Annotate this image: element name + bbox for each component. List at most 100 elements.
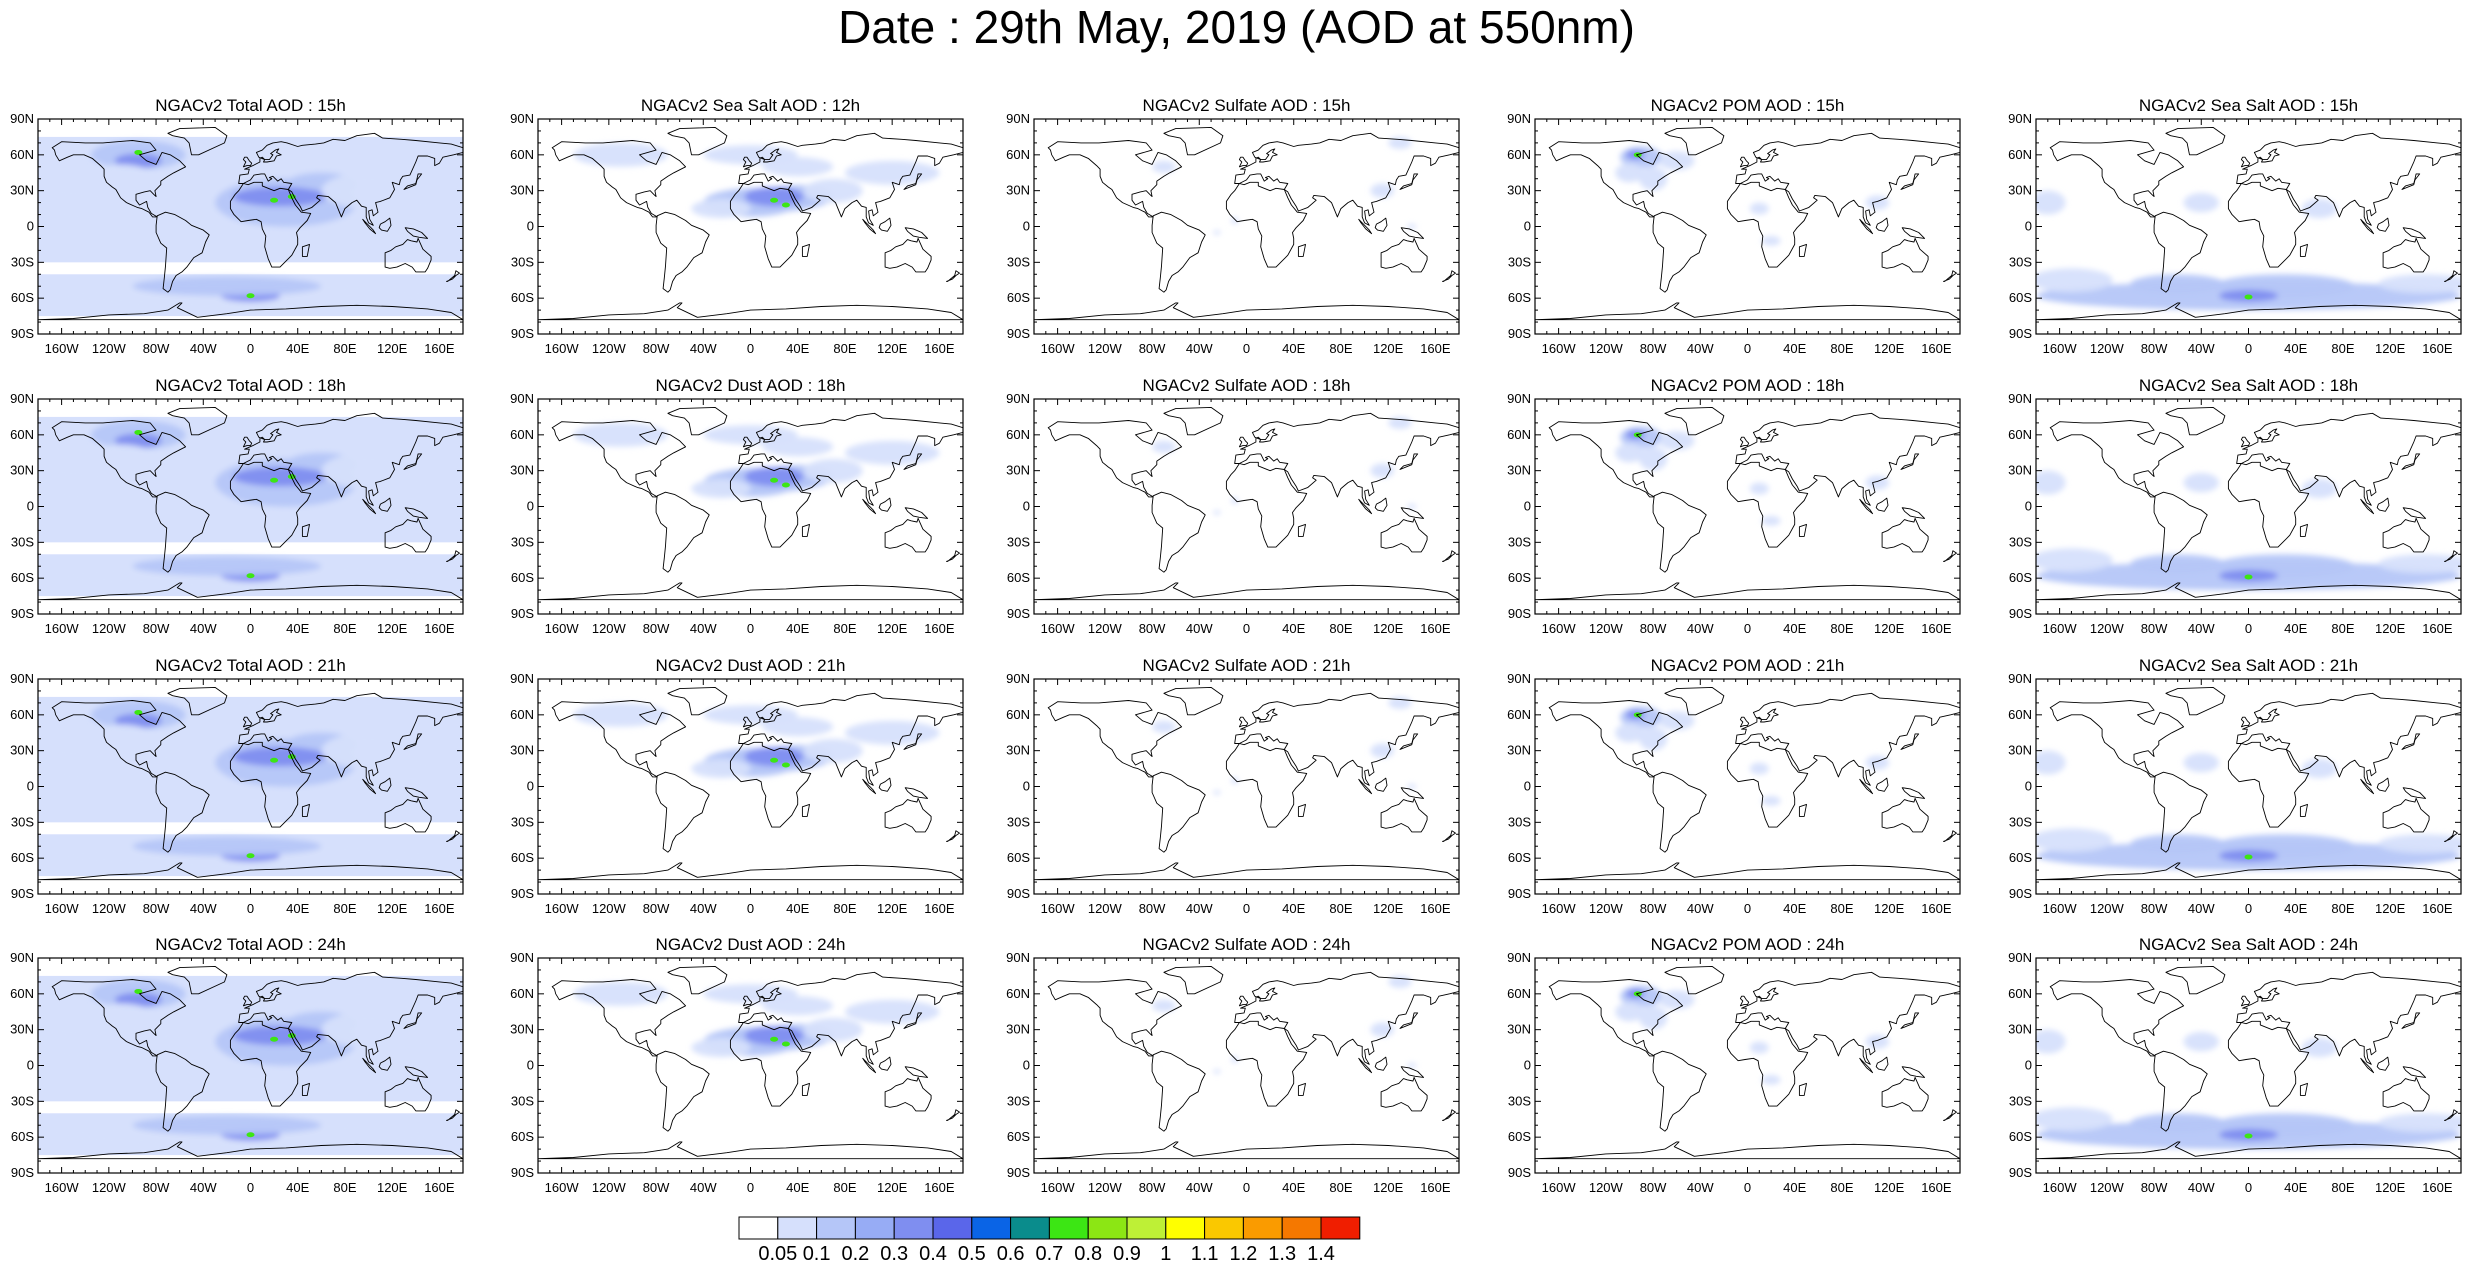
- colorbar-swatch: [1242, 1216, 1283, 1240]
- lon-label: 40W: [1186, 341, 1213, 356]
- lon-label: 160W: [1542, 1180, 1577, 1195]
- lat-label: 90S: [11, 886, 34, 901]
- lat-label: 30S: [511, 814, 534, 829]
- coastlines: [38, 686, 463, 881]
- panel-title: NGACv2 Sulfate AOD : 18h: [1143, 376, 1351, 395]
- lon-label: 120E: [1874, 901, 1905, 916]
- lon-label: 40E: [286, 341, 309, 356]
- lon-label: 120W: [1589, 341, 1624, 356]
- coastlines: [2036, 686, 2461, 881]
- colorbar-swatch: [971, 1216, 1012, 1240]
- aod-field: [2036, 1029, 2461, 1150]
- lon-label: 160E: [1420, 901, 1451, 916]
- colorbar-label: 0.05: [758, 1243, 797, 1261]
- lon-label: 0: [1243, 621, 1250, 636]
- lon-label: 80W: [143, 901, 170, 916]
- panel-title: NGACv2 Sulfate AOD : 15h: [1143, 96, 1351, 115]
- lon-label: 40W: [190, 1180, 217, 1195]
- coastlines: [538, 406, 963, 601]
- panel-title: NGACv2 POM AOD : 21h: [1651, 656, 1845, 675]
- lon-label: 80W: [1139, 621, 1166, 636]
- lat-label: 0: [1524, 219, 1531, 234]
- lon-label: 80E: [333, 1180, 356, 1195]
- lat-label: 60N: [1006, 707, 1030, 722]
- lon-label: 120E: [877, 901, 908, 916]
- lon-label: 40W: [1687, 621, 1714, 636]
- coastlines: [1535, 965, 1960, 1160]
- panel-title: NGACv2 POM AOD : 24h: [1651, 935, 1845, 954]
- lon-label: 80W: [1640, 901, 1667, 916]
- panel-title: NGACv2 Total AOD : 18h: [155, 376, 346, 395]
- lon-label: 160W: [545, 1180, 580, 1195]
- lon-label: 120W: [1088, 901, 1123, 916]
- coastlines: [1535, 406, 1960, 601]
- colorbar-swatch: [1010, 1216, 1050, 1240]
- lon-label: 160E: [2422, 901, 2453, 916]
- lon-label: 0: [2245, 1180, 2252, 1195]
- lon-label: 160E: [924, 621, 955, 636]
- lon-label: 160W: [545, 621, 580, 636]
- lon-label: 120W: [1088, 341, 1123, 356]
- lon-label: 40E: [1282, 901, 1305, 916]
- lon-label: 40W: [2188, 621, 2215, 636]
- colorbar-swatch: [1087, 1216, 1128, 1240]
- lat-label: 0: [527, 219, 534, 234]
- lat-label: 30S: [11, 814, 34, 829]
- lat-label: 60N: [1006, 986, 1030, 1001]
- lat-label: 60N: [10, 427, 34, 442]
- lon-label: 0: [2245, 341, 2252, 356]
- lon-label: 80E: [833, 621, 856, 636]
- lon-label: 40E: [286, 1180, 309, 1195]
- lon-label: 120W: [592, 341, 627, 356]
- lat-label: 60S: [1508, 1129, 1531, 1144]
- lon-label: 40W: [190, 901, 217, 916]
- coastlines: [38, 406, 463, 601]
- lon-label: 80W: [2141, 1180, 2168, 1195]
- lat-label: 60S: [511, 1129, 534, 1144]
- lon-label: 40W: [2188, 1180, 2215, 1195]
- panel-title: NGACv2 Dust AOD : 21h: [656, 656, 846, 675]
- lon-label: 120W: [2090, 621, 2125, 636]
- lat-label: 90S: [1007, 886, 1030, 901]
- lat-label: 30N: [10, 743, 34, 758]
- lat-label: 0: [1023, 779, 1030, 794]
- lat-label: 60N: [2008, 986, 2032, 1001]
- map-panel-sulfate-row-4: NGACv2 Sulfate AOD : 24h 90N 60N 30N 0 30S 60S…: [1006, 935, 1460, 1195]
- colorbar-swatch: [816, 1216, 856, 1240]
- lon-label: 120E: [377, 621, 408, 636]
- lon-label: 80W: [643, 341, 670, 356]
- lon-label: 80W: [2141, 341, 2168, 356]
- lon-label: 40W: [690, 621, 717, 636]
- lon-label: 40W: [690, 901, 717, 916]
- panel-title: NGACv2 Sea Salt AOD : 24h: [2139, 935, 2358, 954]
- lon-label: 40W: [1186, 1180, 1213, 1195]
- colorbar-swatch: [1126, 1216, 1167, 1240]
- lon-label: 40W: [690, 341, 717, 356]
- lat-label: 60S: [1007, 1129, 1030, 1144]
- lat-label: 0: [2025, 779, 2032, 794]
- lat-label: 90S: [2009, 606, 2032, 621]
- coastlines: [538, 965, 963, 1160]
- lat-label: 30N: [510, 463, 534, 478]
- lon-label: 120W: [2090, 901, 2125, 916]
- lat-label: 0: [1524, 499, 1531, 514]
- lon-label: 80E: [333, 341, 356, 356]
- lon-label: 160W: [1542, 901, 1577, 916]
- lon-label: 0: [747, 1180, 754, 1195]
- lon-label: 160W: [1542, 341, 1577, 356]
- lon-label: 120E: [2375, 621, 2406, 636]
- lon-label: 80E: [1329, 901, 1352, 916]
- lat-label: 30S: [1007, 814, 1030, 829]
- lon-label: 160E: [924, 901, 955, 916]
- lon-label: 40E: [1783, 901, 1806, 916]
- lat-label: 90N: [1507, 671, 1531, 686]
- lon-label: 160W: [2043, 341, 2078, 356]
- lat-label: 60S: [2009, 1129, 2032, 1144]
- lat-label: 90S: [511, 606, 534, 621]
- colorbar-swatch: [1281, 1216, 1322, 1240]
- lat-label: 60S: [511, 850, 534, 865]
- lat-label: 60S: [2009, 290, 2032, 305]
- coastlines: [2036, 965, 2461, 1160]
- lon-label: 0: [747, 341, 754, 356]
- colorbar: 0.05 0.1 0.2 0.3 0.4 0.5 0.6 0.7 0.8 0.9 1 1.1 1.2 1.…: [738, 1216, 1361, 1261]
